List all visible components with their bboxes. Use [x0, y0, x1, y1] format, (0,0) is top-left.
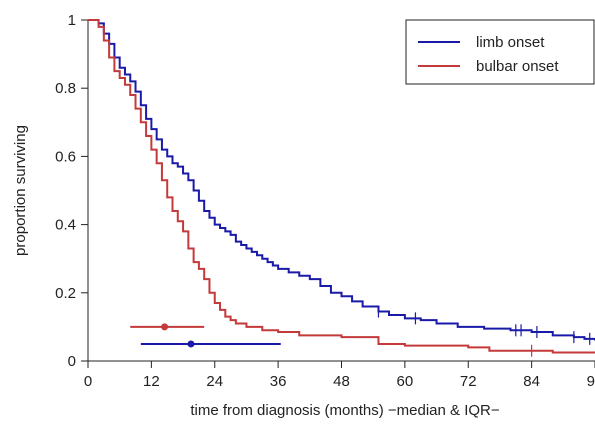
x-tick-label: 24 — [206, 373, 223, 390]
y-axis-title: proportion surviving — [12, 125, 29, 256]
survival-curve — [88, 19, 595, 341]
x-tick-label: 84 — [523, 373, 540, 390]
median-point — [161, 323, 169, 331]
x-axis-ticks: 0 12 24 36 48 60 72 84 96 — [84, 361, 595, 390]
x-tick-label: 36 — [270, 373, 287, 390]
median-point — [187, 340, 195, 348]
legend-label-limb-onset: limb onset — [476, 34, 545, 51]
median-iqr-layer — [130, 323, 281, 348]
x-tick-label: 0 — [84, 373, 92, 390]
x-axis-title: time from diagnosis (months) −median & I… — [190, 402, 500, 419]
x-tick-label: 72 — [460, 373, 477, 390]
legend: limb onset bulbar onset — [405, 19, 595, 85]
x-tick-label: 48 — [333, 373, 350, 390]
legend-box — [405, 19, 595, 85]
y-axis-ticks: 0 0.2 0.4 0.6 0.8 1 — [55, 12, 88, 370]
y-tick-label: 0.4 — [55, 217, 76, 234]
y-tick-label: 0.8 — [55, 80, 76, 97]
y-tick-label: 0.6 — [55, 148, 76, 165]
median-iqr-limb-onset — [140, 340, 281, 348]
x-tick-label: 60 — [397, 373, 414, 390]
y-tick-label: 1 — [68, 12, 76, 29]
series-bulbar-onset — [88, 19, 595, 357]
x-tick-label: 96 — [587, 373, 595, 390]
x-tick-label: 12 — [143, 373, 160, 390]
survival-curve — [88, 19, 595, 354]
axes: 0 0.2 0.4 0.6 0.8 1 0 12 24 36 48 60 72 84 96 — [55, 12, 595, 390]
y-tick-label: 0.2 — [55, 285, 76, 302]
legend-label-bulbar-onset: bulbar onset — [476, 58, 559, 75]
y-tick-label: 0 — [68, 353, 76, 370]
series-layer — [88, 19, 595, 357]
series-limb-onset — [88, 19, 595, 345]
median-iqr-bulbar-onset — [130, 323, 205, 331]
